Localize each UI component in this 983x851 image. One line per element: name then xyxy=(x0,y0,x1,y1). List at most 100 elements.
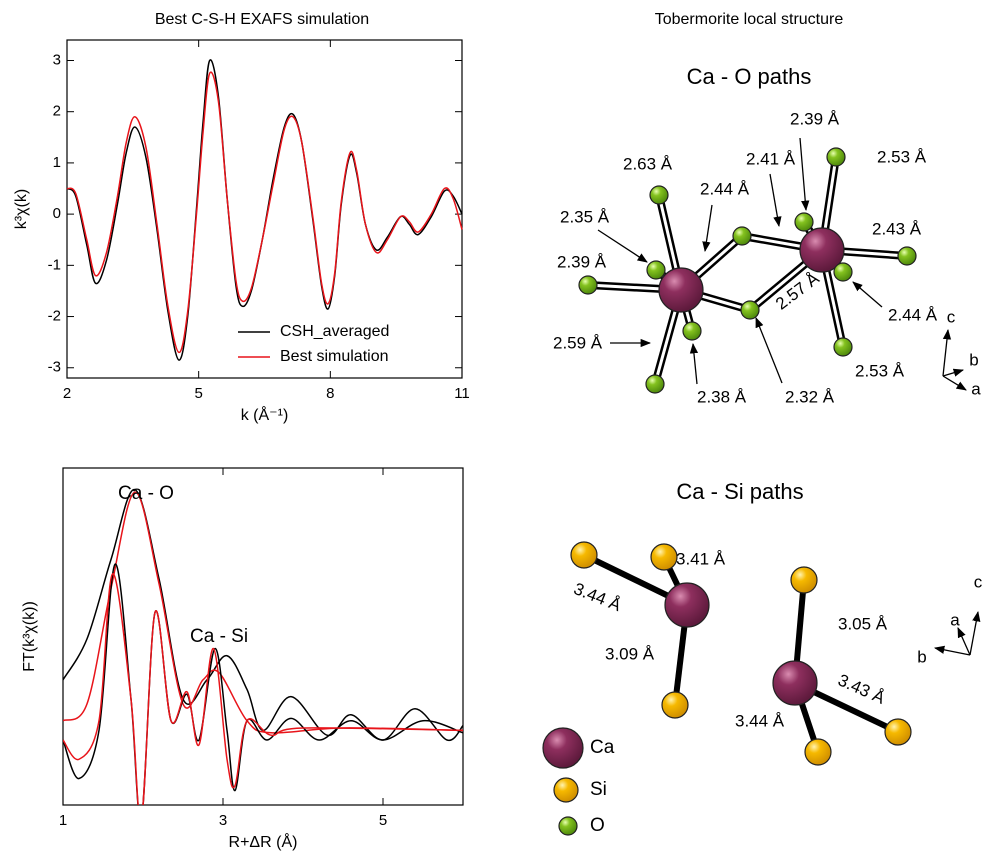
atom-o xyxy=(732,226,752,246)
distance-label: 2.63 Å xyxy=(623,154,673,173)
annotation: Ca - Si xyxy=(190,626,248,647)
axis-glyph-label: a xyxy=(971,379,981,398)
axis-glyph-label: c xyxy=(947,307,956,326)
distance-label: 3.05 Å xyxy=(838,614,888,633)
axis-glyph-label: c xyxy=(974,572,983,591)
atom-si xyxy=(884,718,912,746)
atom-si xyxy=(553,777,579,803)
x-tick-label: 5 xyxy=(194,385,202,402)
distance-label: 2.38 Å xyxy=(697,387,747,406)
atom-si xyxy=(570,541,598,569)
arrow xyxy=(933,645,971,656)
panel-title: Ca - O paths xyxy=(687,64,812,89)
atom-ca xyxy=(799,227,845,273)
arrow xyxy=(597,229,648,263)
series-line xyxy=(63,563,463,805)
y-tick-label: 0 xyxy=(53,205,61,222)
distance-label: 2.44 Å xyxy=(700,179,750,198)
x-tick-label: 2 xyxy=(63,385,71,402)
x-axis-label: R+ΔR (Å) xyxy=(229,832,298,851)
distance-label: 3.44 Å xyxy=(735,711,785,730)
y-tick-label: 1 xyxy=(53,154,61,171)
y-tick-label: -3 xyxy=(48,359,61,376)
arrow xyxy=(957,627,971,656)
arrow xyxy=(769,173,782,228)
y-tick-label: -2 xyxy=(48,308,61,325)
distance-label: 2.41 Å xyxy=(746,149,796,168)
atom-o xyxy=(645,374,665,394)
atom-ca xyxy=(658,267,704,313)
legend-label: Best simulation xyxy=(280,348,389,365)
arrow xyxy=(942,368,964,377)
legend-label: Si xyxy=(590,779,607,800)
distance-label: 3.44 Å xyxy=(571,579,624,615)
arrow xyxy=(799,137,810,212)
distance-label: 2.59 Å xyxy=(553,333,603,352)
atom-o xyxy=(558,816,578,836)
structure-title: Tobermorite local structure xyxy=(655,11,844,28)
axis-glyph-label: b xyxy=(969,350,978,369)
annotation: Ca - O xyxy=(118,483,174,504)
distance-label: 2.53 Å xyxy=(855,361,905,380)
arrow xyxy=(942,328,952,377)
atom-si xyxy=(804,738,832,766)
distance-label: 2.39 Å xyxy=(790,109,840,128)
arrow xyxy=(969,610,981,656)
atom-o xyxy=(897,246,917,266)
arrow xyxy=(689,342,699,385)
x-tick-label: 3 xyxy=(219,812,227,829)
series-line xyxy=(66,59,463,361)
distance-label: 2.35 Å xyxy=(560,207,610,226)
arrow xyxy=(755,317,783,384)
panel-title: Ca - Si paths xyxy=(676,479,803,504)
y-tick-label: -1 xyxy=(48,256,61,273)
atom-o xyxy=(646,260,666,280)
x-tick-label: 8 xyxy=(326,385,334,402)
distance-label: 2.44 Å xyxy=(888,305,938,324)
atom-o xyxy=(649,185,669,205)
chart-title: Best C-S-H EXAFS simulation xyxy=(155,11,369,28)
molecules: 2.39 Å 2.63 Å 2.41 Å 2.53 Å 2.44 Å 2.35 Å 2.43… xyxy=(542,109,983,836)
atom-ca xyxy=(542,727,584,769)
arrow xyxy=(942,375,967,391)
x-tick-label: 1 xyxy=(59,812,67,829)
legend-label: CSH_averaged xyxy=(280,323,389,340)
x-axis-label: k (Å⁻¹) xyxy=(241,405,289,424)
atom-o xyxy=(578,275,598,295)
axis-glyph-label: b xyxy=(917,647,926,666)
atom-o xyxy=(794,212,814,232)
atom-si xyxy=(650,543,678,571)
legend-label: Ca xyxy=(590,737,615,758)
atom-si xyxy=(661,691,689,719)
atom-si xyxy=(790,566,818,594)
plot-frame xyxy=(62,467,464,806)
distance-label: 3.41 Å xyxy=(676,549,726,568)
arrow xyxy=(852,281,883,308)
plot-frame xyxy=(66,39,463,379)
arrow xyxy=(702,204,713,253)
atom-o xyxy=(833,262,853,282)
distance-label: 2.32 Å xyxy=(785,387,835,406)
legend-label: O xyxy=(590,815,605,836)
atom-o xyxy=(833,337,853,357)
axis-glyph-label: a xyxy=(950,610,960,629)
distance-label: 2.53 Å xyxy=(877,147,927,166)
atom-ca xyxy=(664,582,710,628)
atom-o xyxy=(740,300,760,320)
y-tick-label: 3 xyxy=(53,51,61,68)
atom-o xyxy=(682,321,702,341)
distance-label: 2.39 Å xyxy=(557,252,607,271)
distance-label: 3.43 Å xyxy=(835,670,888,708)
x-tick-label: 11 xyxy=(454,385,470,402)
series-line xyxy=(66,71,463,354)
y-axis-label: k³χ(k) xyxy=(13,189,30,229)
atom-ca xyxy=(772,660,818,706)
distance-label: 3.09 Å xyxy=(605,644,655,663)
x-tick-label: 5 xyxy=(379,812,387,829)
y-tick-label: 2 xyxy=(53,103,61,120)
distance-label: 2.43 Å xyxy=(872,219,922,238)
series-line xyxy=(63,573,463,805)
atom-o xyxy=(826,147,846,167)
y-axis-label: FT(k³χ(k)) xyxy=(21,601,38,672)
